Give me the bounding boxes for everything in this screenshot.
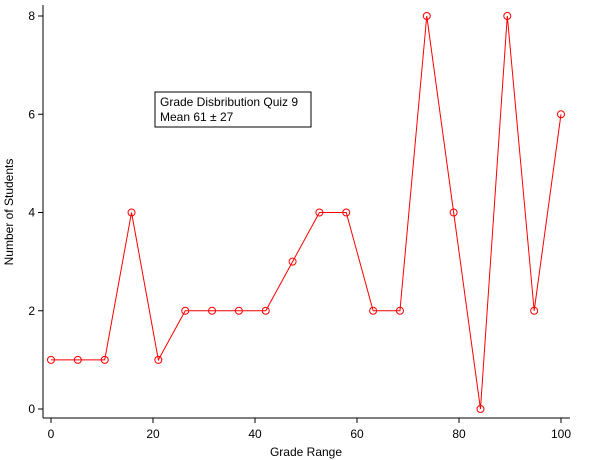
data-point — [503, 12, 512, 20]
data-point — [369, 306, 378, 315]
data-point — [261, 306, 270, 315]
data-point — [234, 306, 243, 315]
data-point — [315, 208, 324, 217]
annotation-box — [154, 91, 312, 128]
data-point — [73, 355, 82, 364]
y-tick-label: 4 — [28, 206, 35, 220]
x-axis-label: Grade Range — [270, 445, 342, 459]
y-tick-label: 2 — [28, 304, 35, 318]
y-tick-label: 8 — [28, 9, 35, 23]
data-line — [51, 15, 562, 410]
x-tick-label: 60 — [350, 427, 364, 441]
y-axis-label: Number of Students — [2, 159, 16, 266]
data-point — [288, 257, 297, 266]
annotation: Mean 61 ± 27 — [160, 110, 234, 124]
data-point — [154, 355, 163, 364]
y-tick-label: 6 — [28, 107, 35, 121]
data-point — [557, 110, 565, 119]
x-tick-label: 20 — [146, 427, 160, 441]
data-point — [422, 12, 431, 20]
x-tick-label: 100 — [551, 427, 571, 441]
data-point — [47, 355, 55, 364]
data-point — [476, 405, 485, 413]
data-point — [100, 355, 109, 364]
data-point — [449, 208, 458, 217]
x-tick-label: 0 — [48, 427, 55, 441]
data-point — [530, 306, 539, 315]
data-point — [127, 208, 136, 217]
y-tick-label: 0 — [28, 402, 35, 416]
annotation: Grade Disbribution Quiz 9 — [160, 95, 298, 109]
x-tick-label: 40 — [248, 427, 262, 441]
data-point — [395, 306, 404, 315]
data-point — [342, 208, 351, 217]
x-tick-label: 80 — [452, 427, 466, 441]
data-point — [208, 306, 217, 315]
data-point — [181, 306, 190, 315]
